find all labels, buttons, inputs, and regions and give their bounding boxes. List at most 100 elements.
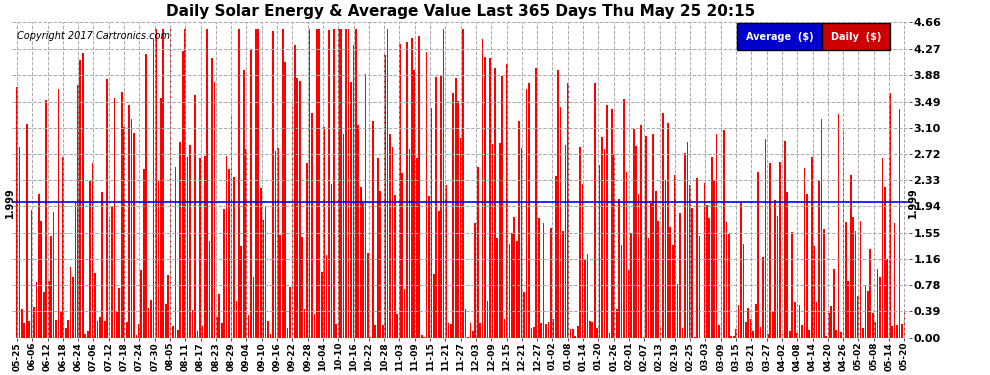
Bar (831, 306, 832, 338)
Bar (836, 330, 837, 338)
Bar (582, 184, 583, 338)
Bar (604, 149, 605, 338)
Text: Average  ($): Average ($) (745, 32, 814, 42)
Bar (338, 29, 340, 338)
Bar (487, 301, 488, 338)
Bar (811, 157, 813, 338)
Bar (364, 74, 366, 338)
Bar (141, 270, 143, 338)
Bar (267, 321, 269, 338)
Bar (818, 181, 820, 338)
Bar (491, 144, 493, 338)
Bar (538, 219, 540, 338)
Bar (609, 333, 610, 338)
Bar (287, 328, 288, 338)
Bar (550, 228, 551, 338)
Bar (641, 126, 642, 338)
Bar (711, 156, 713, 338)
Bar (131, 119, 133, 338)
Bar (438, 211, 440, 338)
Bar (162, 29, 164, 338)
Bar (528, 83, 530, 338)
Bar (362, 202, 364, 338)
Bar (736, 329, 737, 338)
Bar (509, 243, 510, 338)
Bar (809, 330, 810, 338)
Bar (226, 156, 228, 338)
Bar (516, 240, 518, 338)
Bar (769, 163, 771, 338)
Bar (877, 269, 878, 338)
Bar (84, 334, 86, 338)
Bar (657, 221, 659, 338)
Bar (194, 95, 196, 338)
Bar (545, 324, 546, 338)
Bar (567, 83, 569, 338)
Bar (89, 181, 91, 338)
Bar (294, 45, 296, 338)
Bar (633, 129, 635, 338)
Bar (741, 202, 742, 338)
Bar (623, 99, 625, 338)
Bar (136, 335, 138, 338)
Bar (782, 334, 783, 338)
Bar (328, 30, 330, 338)
Bar (174, 167, 176, 338)
Bar (257, 29, 259, 338)
Bar (552, 320, 554, 338)
Bar (847, 281, 849, 338)
Bar (111, 207, 113, 338)
Bar (372, 122, 374, 338)
Bar (148, 308, 149, 338)
Bar (43, 292, 45, 338)
Bar (779, 162, 781, 338)
Bar (747, 308, 749, 338)
Bar (543, 223, 545, 338)
Bar (514, 217, 515, 338)
Bar (891, 326, 893, 338)
Bar (462, 29, 464, 338)
Bar (79, 60, 81, 338)
Bar (728, 234, 730, 338)
Bar (101, 192, 103, 338)
Bar (572, 329, 573, 338)
Bar (184, 29, 186, 338)
Bar (619, 200, 620, 338)
Bar (749, 319, 751, 338)
Bar (584, 260, 586, 338)
Bar (606, 105, 608, 338)
Bar (854, 231, 856, 338)
Bar (599, 165, 601, 338)
Bar (474, 223, 476, 338)
Bar (594, 83, 596, 338)
Bar (767, 334, 768, 338)
Bar (296, 78, 298, 338)
Bar (536, 68, 538, 338)
Bar (279, 235, 281, 338)
Bar (559, 107, 561, 338)
Bar (862, 328, 863, 338)
Bar (806, 194, 808, 338)
Bar (764, 139, 766, 338)
Bar (104, 321, 106, 338)
Bar (499, 143, 501, 338)
Bar (714, 180, 715, 338)
Bar (841, 332, 842, 338)
Bar (879, 277, 881, 338)
Bar (621, 244, 623, 338)
Bar (419, 36, 420, 338)
Bar (209, 242, 211, 338)
Bar (243, 70, 245, 338)
Text: Copyright 2017 Cartronics.com: Copyright 2017 Cartronics.com (17, 31, 169, 41)
Bar (801, 325, 803, 338)
Bar (404, 289, 406, 338)
Bar (164, 304, 166, 338)
Bar (16, 87, 18, 338)
Bar (72, 278, 74, 338)
Bar (264, 207, 266, 338)
Bar (796, 333, 798, 338)
Bar (533, 327, 535, 338)
Bar (894, 223, 896, 338)
Bar (331, 184, 333, 338)
Bar (574, 336, 576, 338)
